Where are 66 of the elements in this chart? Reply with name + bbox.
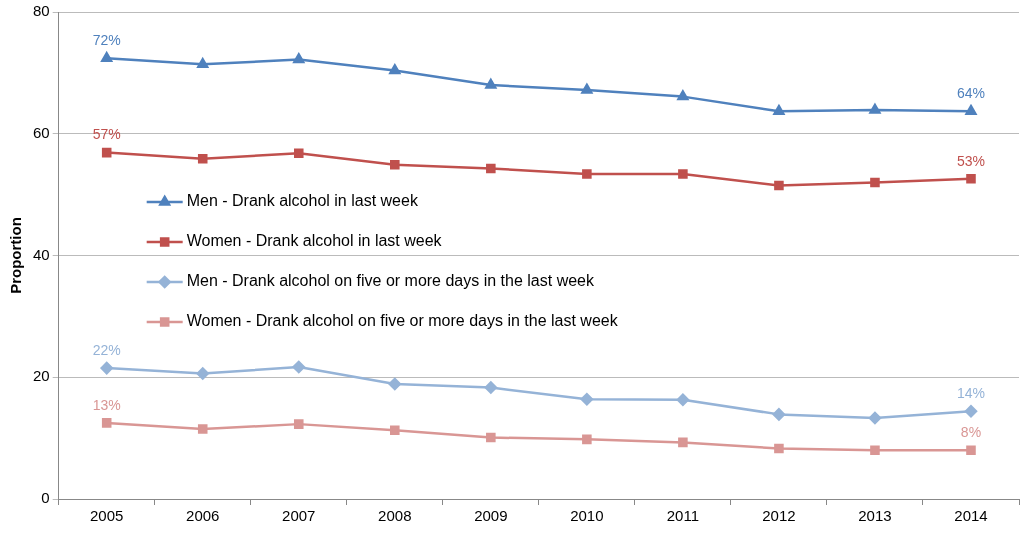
x-tick-label: 2009: [474, 507, 508, 525]
point: [100, 361, 113, 375]
y-tick-label: 20: [33, 367, 50, 385]
point: [965, 104, 977, 115]
y-tick-label: 60: [33, 123, 50, 141]
legend-label: Men - Drank alcohol on five or more days in the last week: [186, 272, 595, 290]
point: [101, 147, 112, 158]
point: [293, 419, 304, 429]
point: [389, 64, 401, 75]
point: [966, 445, 976, 456]
point: [774, 180, 784, 191]
data-label: 72%: [92, 32, 121, 49]
point: [677, 90, 689, 101]
x-tick-label: 2010: [570, 507, 604, 525]
point: [197, 424, 208, 434]
y-tick-label: 40: [33, 245, 50, 263]
point: [486, 432, 496, 443]
x-tick-label: 2014: [954, 507, 988, 525]
point: [293, 148, 304, 159]
point: [390, 160, 400, 170]
x-tick-label: 2013: [858, 507, 892, 525]
y-axis-title: Proportion: [7, 217, 25, 294]
data-label: 53%: [956, 152, 985, 169]
point: [485, 78, 497, 89]
x-tick-label: 2006: [186, 507, 220, 525]
point: [580, 392, 594, 406]
point: [870, 445, 880, 456]
data-label: 22%: [92, 341, 121, 358]
point: [101, 418, 112, 428]
data-label: 64%: [956, 85, 985, 102]
point: [773, 104, 785, 115]
point: [292, 360, 306, 374]
point: [868, 411, 882, 425]
point: [484, 381, 498, 394]
point: [676, 393, 690, 407]
x-tick-label: 2008: [378, 507, 412, 525]
x-tick-label: 2011: [666, 507, 700, 525]
point: [486, 163, 496, 174]
point: [390, 425, 400, 435]
point: [582, 169, 592, 179]
data-label: 8%: [960, 424, 982, 441]
point: [293, 53, 305, 64]
point: [197, 153, 208, 164]
legend-label: Women - Drank alcohol on five or more days in the last week: [186, 312, 619, 330]
point: [582, 434, 592, 445]
point: [388, 377, 402, 391]
legend-label: Men - Drank alcohol in last week: [186, 192, 419, 210]
point: [774, 443, 784, 454]
y-tick-label: 0: [41, 489, 50, 507]
point: [964, 405, 978, 418]
point: [772, 408, 786, 421]
legend-label: Women - Drank alcohol in last week: [186, 232, 443, 250]
data-label: 13%: [92, 396, 121, 413]
x-tick-label: 2012: [762, 507, 796, 525]
point: [678, 437, 688, 448]
point: [869, 103, 881, 114]
point: [581, 83, 593, 94]
point: [196, 367, 209, 380]
x-tick-label: 2005: [90, 507, 124, 525]
point: [678, 169, 688, 179]
point: [966, 174, 976, 184]
x-tick-label: 2007: [282, 507, 316, 525]
data-label: 14%: [956, 385, 985, 402]
data-label: 57%: [92, 126, 121, 143]
y-tick-label: 80: [33, 2, 50, 20]
point: [870, 177, 880, 188]
